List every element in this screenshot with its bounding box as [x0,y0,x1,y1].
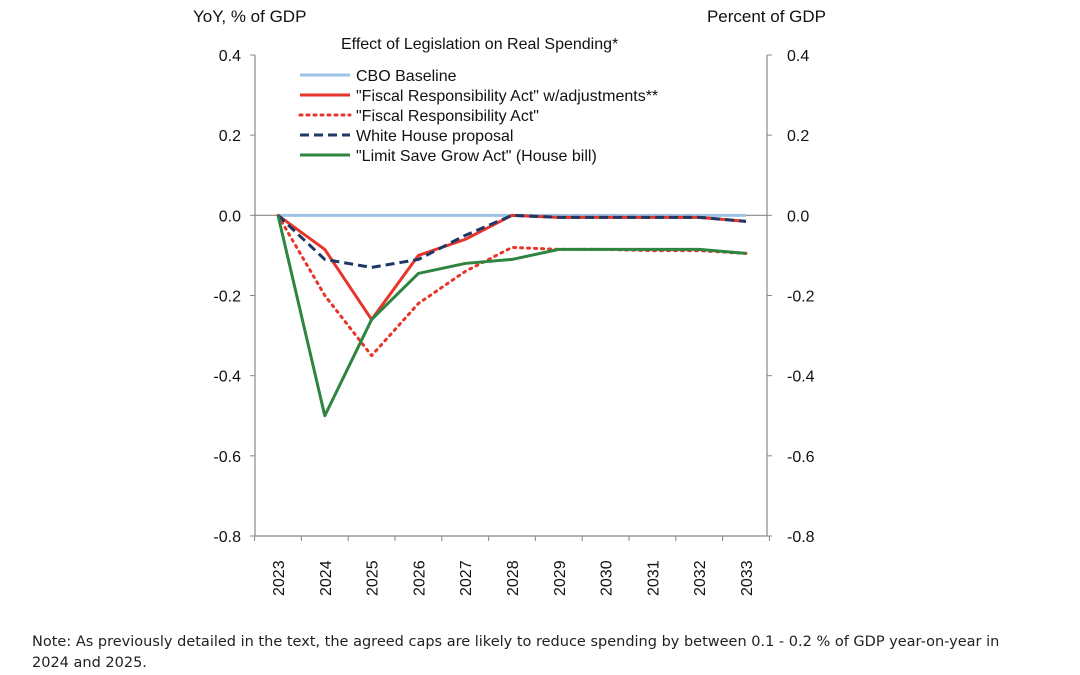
x-tick-label: 2032 [692,560,709,596]
y-tick-label-right: 0.0 [787,208,809,225]
x-tick-label: 2029 [552,560,569,596]
y-tick-label: 0.2 [219,128,241,145]
y-tick-label-right: -0.8 [787,529,815,546]
x-tick-label: 2024 [318,560,335,596]
x-tick-label: 2023 [271,560,288,596]
left-axis-label: YoY, % of GDP [193,7,306,26]
y-tick-label-right: 0.2 [787,128,809,145]
chart-title: Effect of Legislation on Real Spending* [341,36,618,53]
y-tick-label: -0.2 [213,289,241,306]
y-tick-label: -0.8 [213,529,241,546]
x-tick-label: 2033 [739,560,756,596]
x-tick-label: 2025 [365,560,382,596]
note-text: As previously detailed in the text, the … [32,634,1000,671]
y-tick-label: -0.6 [213,449,241,466]
chart: YoY, % of GDP Percent of GDP Effect of L… [193,7,826,596]
y-tick-label: -0.4 [213,369,241,386]
legend-label-4: "Limit Save Grow Act" (House bill) [356,148,597,165]
note-label: Note: [32,634,72,650]
y-tick-label: 0.0 [219,208,241,225]
y-tick-label-right: -0.4 [787,369,815,386]
x-tick-label: 2028 [505,560,522,596]
note: Note: As previously detailed in the text… [32,632,1032,674]
x-tick-label: 2026 [411,560,428,596]
legend-label-3: White House proposal [356,128,513,145]
y-tick-label-right: 0.4 [787,48,809,65]
y-tick-label-right: -0.2 [787,289,815,306]
x-tick-label: 2027 [458,560,475,596]
series-line-1 [277,213,747,322]
x-tick-label: 2031 [645,560,662,596]
legend-label-1: "Fiscal Responsibility Act" w/adjustment… [356,88,658,105]
y-tick-label-right: -0.6 [787,449,815,466]
series-line-4 [276,214,747,418]
legend-label-2: "Fiscal Responsibility Act" [356,108,539,125]
legend-label-0: CBO Baseline [356,68,457,85]
right-axis-label: Percent of GDP [707,7,826,26]
y-tick-label: 0.4 [219,48,241,65]
x-tick-label: 2030 [599,560,616,596]
